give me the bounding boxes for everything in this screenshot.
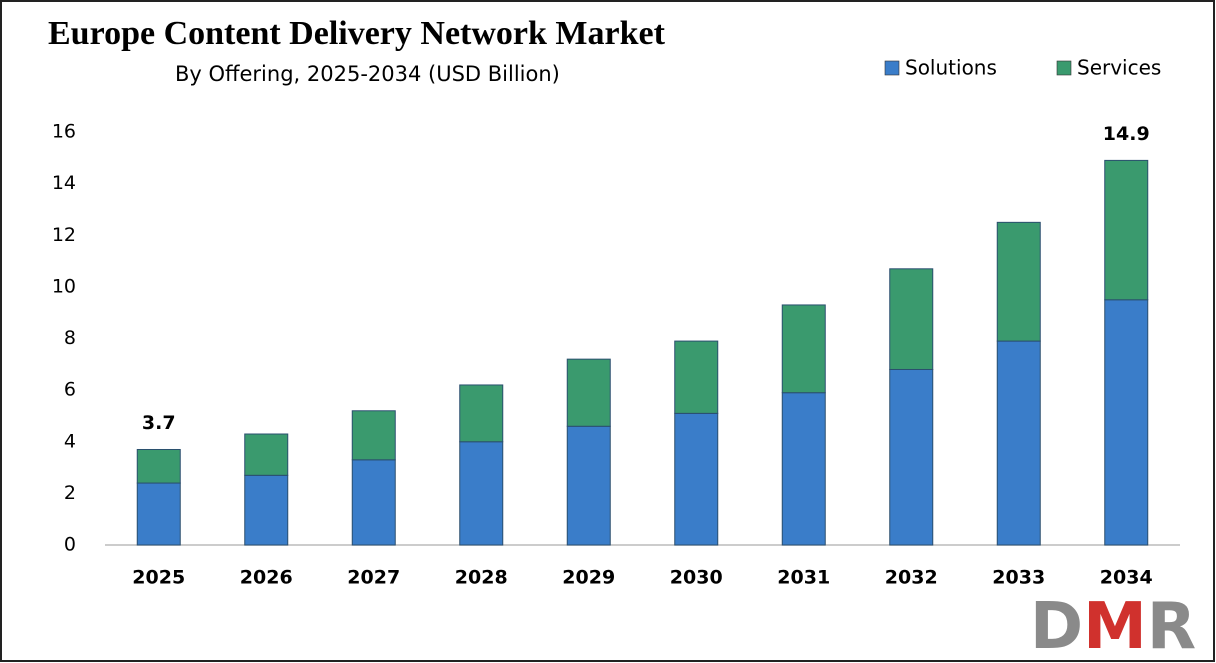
logo-letter: M [1083,590,1147,663]
bar-segment [459,384,504,443]
x-tick-label: 2030 [670,567,723,589]
x-tick-label: 2029 [562,567,615,589]
bar-segment [244,433,289,476]
y-tick-label: 6 [64,379,76,401]
x-tick-label: 2033 [992,567,1045,589]
y-tick-label: 12 [52,224,76,246]
y-tick-label: 2 [64,482,76,504]
bar-segment [1104,159,1149,301]
x-tick-label: 2025 [132,567,185,589]
x-tick-label: 2034 [1100,567,1153,589]
bar-segment [996,221,1041,342]
y-tick-label: 8 [64,327,76,349]
y-tick-label: 4 [64,430,76,452]
bar-segment [459,441,504,546]
logo-letter: R [1147,590,1196,663]
bar-segment [674,340,719,414]
legend-label: Solutions [905,56,997,80]
x-tick-label: 2026 [240,567,293,589]
bar-segment [244,474,289,546]
y-tick-label: 10 [52,275,76,297]
bar-segment [1104,299,1149,546]
bar-segment [889,268,934,370]
legend-swatch [1056,60,1072,76]
x-tick-label: 2028 [455,567,508,589]
x-tick-label: 2027 [347,567,400,589]
bar-segment [136,448,181,484]
total-label: 3.7 [142,412,176,434]
legend-label: Services [1077,56,1161,80]
logo: DMR [1030,590,1196,663]
x-tick-label: 2031 [777,567,830,589]
bar-segment [351,459,396,546]
chart-title: Europe Content Delivery Network Market [48,15,666,52]
bar-segment [566,358,611,427]
bar-segment [674,412,719,546]
bar-segment [781,392,826,546]
bar-segment [136,482,181,546]
legend-swatch [884,60,900,76]
y-tick-label: 14 [52,172,76,194]
bar-segment [996,340,1041,546]
logo-letter: D [1030,590,1083,663]
total-label: 14.9 [1103,123,1150,145]
chart-subtitle: By Offering, 2025-2034 (USD Billion) [175,62,560,86]
bar-segment [889,368,934,546]
bar-segment [566,425,611,546]
y-tick-label: 16 [52,121,76,143]
x-tick-label: 2032 [885,567,938,589]
bar-segment [351,410,396,461]
y-tick-label: 0 [64,534,76,556]
bar-segment [781,304,826,394]
